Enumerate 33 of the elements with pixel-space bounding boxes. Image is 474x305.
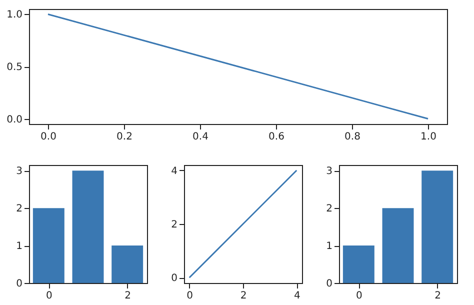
x-tick-label: 2 bbox=[124, 290, 132, 302]
y-tick-label: 2 bbox=[326, 204, 332, 215]
bar bbox=[32, 208, 64, 283]
y-tick-label: 0.5 bbox=[6, 62, 22, 73]
x-tick-label: 0.0 bbox=[40, 132, 56, 142]
y-tick-label: 0 bbox=[326, 278, 332, 290]
bar bbox=[112, 246, 144, 283]
x-tick-label: 2 bbox=[434, 290, 442, 302]
bar bbox=[382, 208, 414, 283]
x-tick-label: 0 bbox=[46, 290, 52, 302]
x-tick-label: 0 bbox=[186, 290, 194, 302]
x-tick-label: 0.2 bbox=[116, 132, 132, 142]
x-tick-label: 0.8 bbox=[344, 132, 360, 142]
bar bbox=[342, 246, 374, 283]
y-tick-label: 1.0 bbox=[6, 10, 22, 21]
x-tick-label: 0 bbox=[356, 290, 362, 302]
x-tick-label: 4 bbox=[294, 290, 300, 302]
bar bbox=[422, 170, 454, 283]
x-tick-label: 1.0 bbox=[420, 132, 436, 142]
x-tick-label: 0.4 bbox=[192, 132, 208, 142]
x-tick-label: 2 bbox=[240, 290, 247, 302]
y-tick-label: 0 bbox=[16, 278, 22, 290]
y-tick-label: 2 bbox=[16, 204, 22, 215]
y-tick-label: 3 bbox=[16, 166, 22, 178]
x-tick-label: 0.6 bbox=[268, 132, 284, 142]
y-tick-label: 4 bbox=[171, 166, 178, 177]
bar bbox=[72, 170, 104, 283]
y-tick-label: 3 bbox=[326, 166, 332, 178]
y-tick-label: 1 bbox=[326, 241, 332, 252]
y-tick-label: 2 bbox=[171, 220, 178, 230]
y-tick-label: 0.0 bbox=[6, 114, 22, 126]
y-tick-label: 0 bbox=[171, 273, 178, 284]
y-tick-label: 1 bbox=[16, 241, 22, 252]
